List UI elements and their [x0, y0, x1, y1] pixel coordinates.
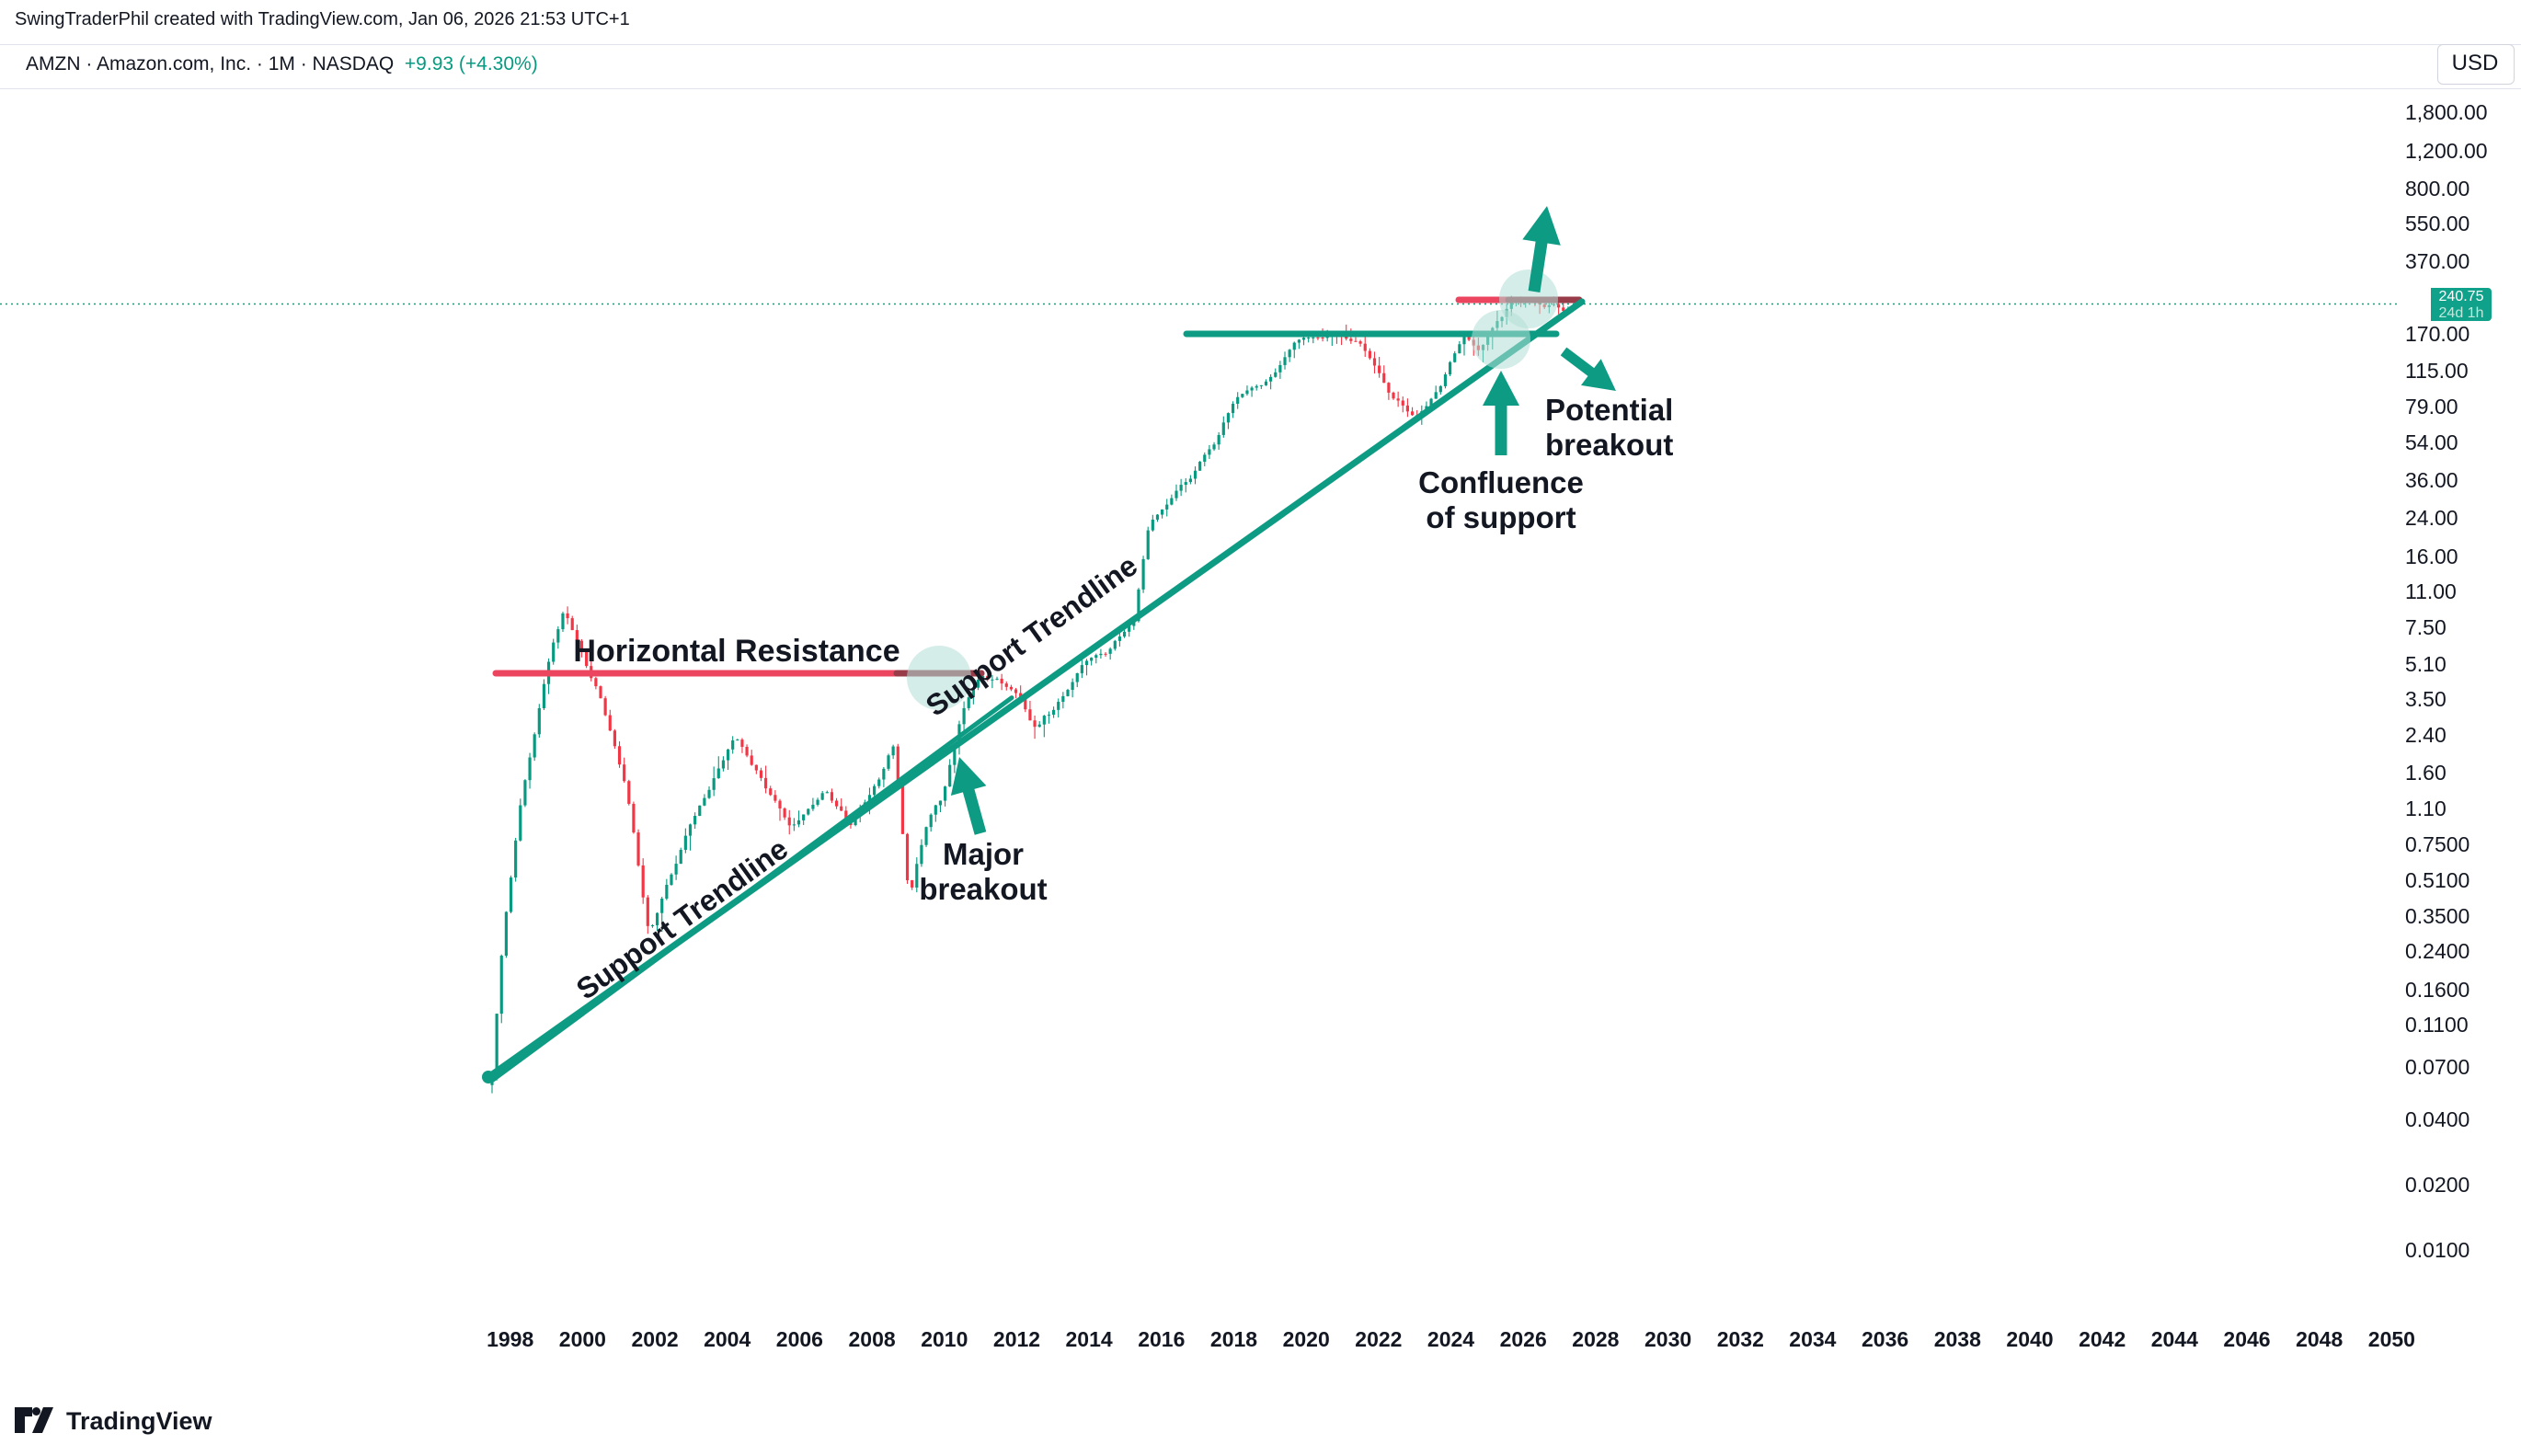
svg-text:breakout: breakout [1545, 428, 1673, 462]
svg-text:TradingView: TradingView [66, 1407, 213, 1435]
svg-text:of support: of support [1426, 500, 1576, 534]
svg-text:Potential: Potential [1545, 393, 1673, 427]
svg-text:Horizontal Resistance: Horizontal Resistance [573, 634, 900, 669]
svg-text:breakout: breakout [919, 872, 1047, 906]
svg-text:Major: Major [943, 837, 1024, 871]
svg-text:Confluence: Confluence [1418, 465, 1584, 499]
